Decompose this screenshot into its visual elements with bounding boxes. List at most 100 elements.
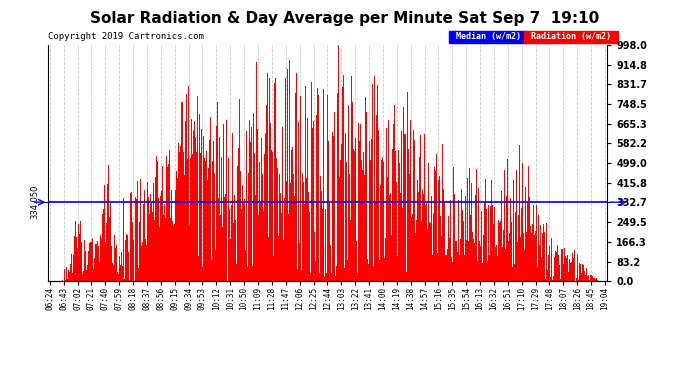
Bar — [205, 161, 206, 281]
Bar — [319, 273, 320, 281]
Bar — [527, 201, 528, 281]
Bar — [394, 105, 395, 281]
Bar — [68, 270, 69, 281]
Bar — [560, 279, 561, 281]
Bar — [356, 241, 357, 281]
Bar — [371, 139, 372, 281]
Bar — [81, 230, 82, 281]
Bar — [353, 149, 354, 281]
Bar — [525, 187, 526, 281]
Bar — [361, 160, 362, 281]
Bar — [89, 243, 90, 281]
Bar — [242, 264, 244, 281]
Bar — [574, 250, 575, 281]
Bar — [554, 257, 555, 281]
Bar — [132, 240, 134, 281]
Bar — [78, 224, 79, 281]
Bar — [261, 138, 262, 281]
Bar — [83, 240, 84, 281]
Bar — [563, 264, 564, 281]
Bar — [444, 202, 445, 281]
Bar — [212, 161, 213, 281]
Bar — [240, 171, 241, 281]
Bar — [529, 197, 530, 281]
Bar — [509, 225, 511, 281]
Bar — [284, 198, 285, 281]
Bar — [470, 215, 471, 281]
Bar — [496, 245, 497, 281]
Bar — [475, 195, 476, 281]
Bar — [502, 248, 503, 281]
Bar — [460, 213, 461, 281]
Bar — [504, 170, 505, 281]
Bar — [413, 130, 414, 281]
Bar — [262, 174, 263, 281]
Bar — [73, 255, 74, 281]
Bar — [315, 261, 316, 281]
Bar — [489, 255, 490, 281]
Bar — [98, 244, 99, 281]
Bar — [164, 204, 165, 281]
Bar — [307, 118, 308, 281]
Bar — [207, 258, 208, 281]
Bar — [130, 267, 131, 281]
Bar — [388, 120, 389, 281]
Bar — [549, 246, 550, 281]
Bar — [214, 173, 215, 281]
Bar — [135, 197, 136, 281]
Bar — [314, 232, 315, 281]
Bar — [229, 209, 230, 281]
Bar — [457, 225, 458, 281]
Bar — [391, 235, 392, 281]
Bar — [79, 234, 80, 281]
Bar — [566, 246, 567, 281]
Bar — [397, 266, 398, 281]
Bar — [326, 128, 327, 281]
Bar — [360, 124, 361, 281]
Bar — [146, 244, 147, 281]
Bar — [143, 204, 144, 281]
Bar — [491, 180, 492, 281]
Bar — [439, 253, 440, 281]
Bar — [76, 255, 77, 281]
Bar — [441, 237, 442, 281]
Bar — [377, 85, 378, 281]
Bar — [99, 262, 100, 281]
Bar — [158, 234, 159, 281]
Bar — [77, 248, 78, 281]
Bar — [547, 270, 548, 281]
Bar — [462, 210, 463, 281]
Bar — [456, 241, 457, 281]
Bar — [531, 232, 532, 281]
Bar — [202, 267, 203, 281]
Bar — [592, 276, 593, 281]
Bar — [283, 99, 284, 281]
Bar — [290, 150, 292, 281]
Bar — [516, 170, 517, 281]
Bar — [492, 205, 493, 281]
Bar — [539, 244, 540, 281]
Bar — [300, 96, 301, 281]
Bar — [465, 196, 466, 281]
Bar — [136, 216, 137, 281]
Bar — [561, 252, 562, 281]
Bar — [86, 270, 87, 281]
Bar — [174, 159, 175, 281]
Bar — [480, 246, 481, 281]
Bar — [382, 158, 383, 281]
Bar — [168, 176, 169, 281]
Bar — [589, 280, 590, 281]
Bar — [399, 163, 400, 281]
Bar — [209, 140, 210, 281]
Bar — [455, 242, 456, 281]
Bar — [142, 242, 143, 281]
Bar — [473, 238, 474, 281]
Bar — [294, 243, 295, 281]
Bar — [408, 208, 409, 281]
Bar — [580, 264, 581, 281]
Bar — [362, 170, 363, 281]
Bar — [500, 220, 501, 281]
Bar — [471, 183, 472, 281]
Bar — [384, 258, 385, 281]
Bar — [258, 214, 259, 281]
